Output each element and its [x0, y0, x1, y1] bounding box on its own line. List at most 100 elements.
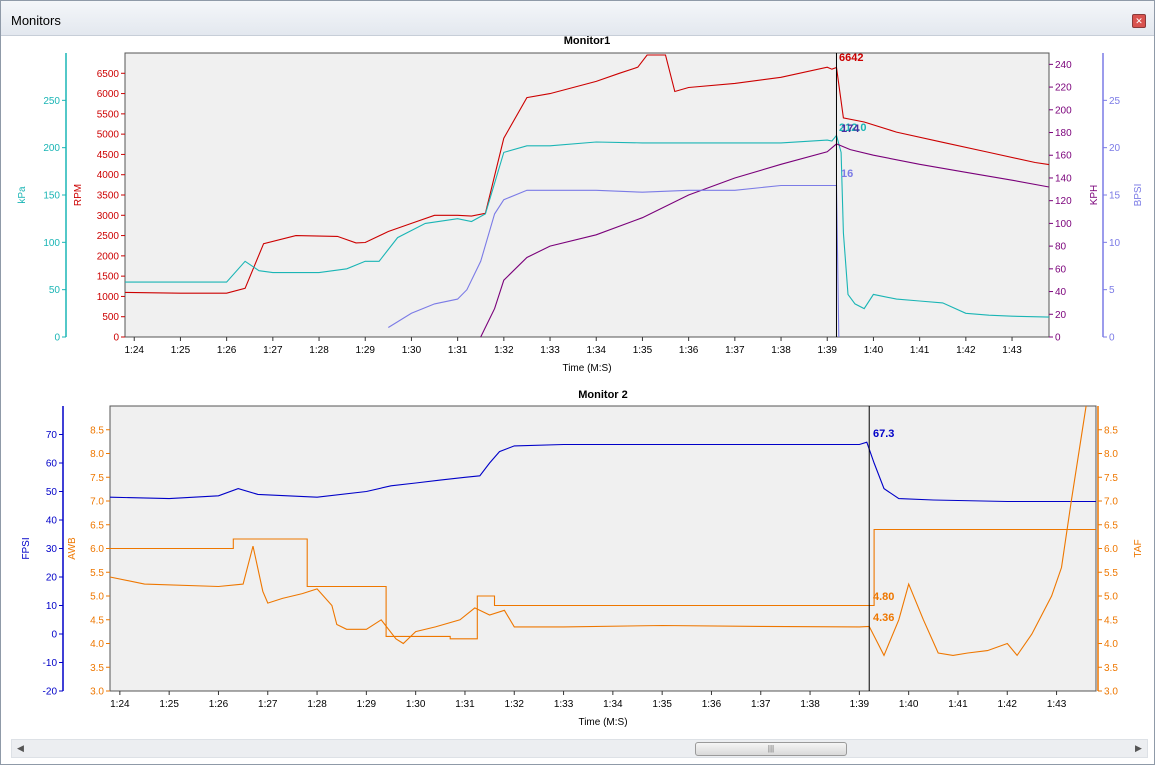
x-tick-label: 1:26: [217, 345, 237, 356]
series-line-taf: [110, 528, 1096, 640]
plot-area: [109, 405, 1097, 692]
y-tick-label: 5500: [97, 109, 120, 120]
y-tick-label: -10: [43, 658, 58, 669]
x-tick-label: 1:42: [998, 699, 1018, 710]
y-tick-label: 50: [49, 285, 61, 296]
value-label-kph: 174: [841, 123, 860, 135]
y-tick-label: 6.0: [90, 544, 104, 555]
y-tick-label: 15: [1109, 191, 1121, 202]
x-tick-label: 1:35: [633, 345, 653, 356]
y-tick-label: 2500: [97, 231, 120, 242]
x-axis-label: Time (M:S): [578, 717, 627, 728]
series-line-fpsi: [109, 441, 1096, 503]
x-tick-label: 1:37: [751, 699, 771, 710]
x-tick-label: 1:38: [771, 345, 791, 356]
y-tick-label: 4.0: [90, 639, 104, 650]
plot-area: [124, 52, 1050, 338]
y-tick-label: 3500: [97, 191, 120, 202]
x-tick-label: 1:39: [818, 345, 838, 356]
x-tick-label: 1:33: [554, 699, 574, 710]
y-tick-label: 4000: [97, 170, 120, 181]
series-line-kph: [480, 143, 1050, 338]
y-tick-label: 0: [113, 333, 119, 344]
y-tick-label: 5.5: [90, 568, 104, 579]
y-tick-label: 220: [1055, 83, 1072, 94]
y-tick-label: 8.5: [90, 425, 104, 436]
series-line-kpa: [125, 134, 1050, 318]
y-tick-label: 3.0: [1104, 687, 1118, 698]
close-icon: ✕: [1135, 16, 1143, 26]
y-tick-label: 7.0: [1104, 497, 1118, 508]
value-label-taf: 4.80: [873, 591, 894, 603]
y-tick-label: 4.5: [1104, 615, 1118, 626]
x-tick-label: 1:34: [587, 345, 607, 356]
y-tick-label: 80: [1055, 242, 1067, 253]
x-tick-label: 1:31: [455, 699, 475, 710]
y-axis-label: AWB: [67, 537, 78, 560]
y-tick-label: 5: [1109, 285, 1115, 296]
y-tick-label: 200: [43, 143, 60, 154]
y-tick-label: 3000: [97, 211, 120, 222]
y-tick-label: 1500: [97, 272, 120, 283]
scroll-right-arrow-icon[interactable]: ▶: [1135, 743, 1142, 753]
x-tick-label: 1:32: [505, 699, 525, 710]
y-tick-label: 5.5: [1104, 568, 1118, 579]
x-tick-label: 1:37: [725, 345, 745, 356]
x-tick-label: 1:36: [679, 345, 699, 356]
y-tick-label: 10: [46, 601, 58, 612]
y-axis-label: KPH: [1089, 185, 1100, 206]
y-tick-label: 30: [46, 544, 58, 555]
y-tick-label: 8.0: [1104, 449, 1118, 460]
y-tick-label: 0: [1055, 333, 1061, 344]
x-tick-label: 1:36: [702, 699, 722, 710]
chart-title: Monitor1: [564, 35, 610, 47]
horizontal-scrollbar[interactable]: ◀ ||| ▶: [11, 739, 1148, 758]
x-tick-label: 1:29: [357, 699, 377, 710]
x-tick-label: 1:26: [209, 699, 229, 710]
y-tick-label: 10: [1109, 238, 1121, 249]
value-label-awb: 4.36: [873, 612, 894, 624]
x-tick-label: 1:32: [494, 345, 514, 356]
x-tick-label: 1:33: [540, 345, 560, 356]
y-tick-label: 3.0: [90, 687, 104, 698]
x-tick-label: 1:25: [159, 699, 179, 710]
value-label-fpsi: 67.3: [873, 428, 894, 440]
x-tick-label: 1:34: [603, 699, 623, 710]
y-tick-label: 240: [1055, 60, 1072, 71]
y-tick-label: 0: [54, 333, 60, 344]
y-tick-label: 7.5: [90, 473, 104, 484]
value-label-bpsi: 16: [841, 168, 853, 180]
y-tick-label: 4500: [97, 150, 120, 161]
x-tick-label: 1:40: [899, 699, 919, 710]
y-tick-label: 250: [43, 96, 60, 107]
y-tick-label: 60: [1055, 264, 1067, 275]
y-tick-label: 6.5: [90, 520, 104, 531]
y-tick-label: 160: [1055, 151, 1072, 162]
x-tick-label: 1:25: [171, 345, 191, 356]
y-tick-label: 150: [43, 191, 60, 202]
scroll-left-arrow-icon[interactable]: ◀: [17, 743, 24, 753]
y-axis-label: BPSI: [1133, 184, 1144, 207]
y-tick-label: 200: [1055, 105, 1072, 116]
y-tick-label: 25: [1109, 96, 1121, 107]
close-button[interactable]: ✕: [1132, 14, 1146, 28]
y-axis-label: RPM: [73, 184, 84, 206]
scroll-thumb[interactable]: |||: [695, 742, 847, 756]
x-tick-label: 1:41: [910, 345, 930, 356]
y-tick-label: 5.0: [1104, 592, 1118, 603]
x-tick-label: 1:35: [652, 699, 672, 710]
x-tick-label: 1:30: [406, 699, 426, 710]
x-tick-label: 1:24: [110, 699, 130, 710]
y-tick-label: 120: [1055, 196, 1072, 207]
y-tick-label: 6.5: [1104, 520, 1118, 531]
y-tick-label: 7.5: [1104, 473, 1118, 484]
window-titlebar: Monitors ✕: [1, 1, 1154, 36]
x-tick-label: 1:30: [402, 345, 422, 356]
x-tick-label: 1:43: [1002, 345, 1022, 356]
y-tick-label: 20: [46, 573, 58, 584]
y-tick-label: 8.5: [1104, 425, 1118, 436]
y-tick-label: 5.0: [90, 592, 104, 603]
value-label-rpm: 6642: [839, 52, 863, 64]
